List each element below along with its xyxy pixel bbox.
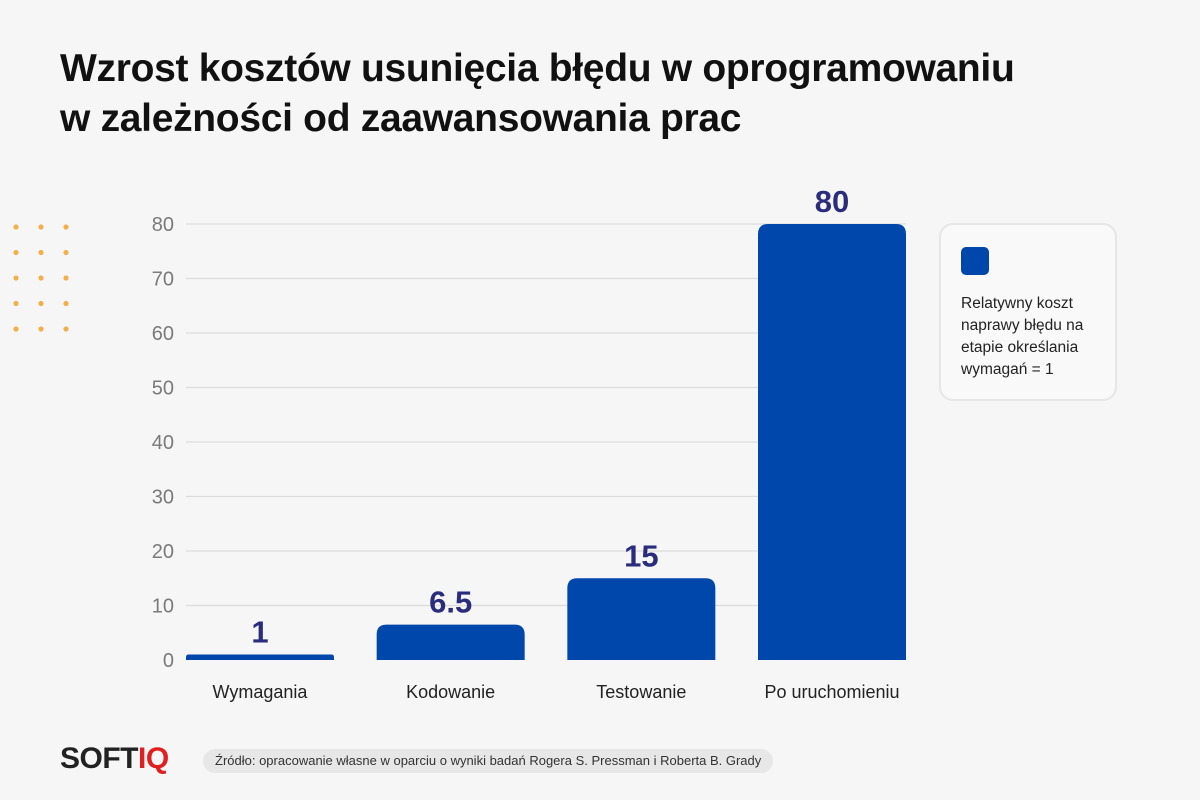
data-label: 80 (815, 184, 849, 219)
y-tick-label: 0 (163, 650, 174, 672)
decorative-dot (13, 300, 19, 307)
x-tick-label: Testowanie (596, 682, 686, 702)
logo-part-soft: SOFT (60, 742, 139, 775)
y-axis-ticks: 0 10 20 30 40 50 60 70 80 (152, 214, 174, 672)
decorative-dot (13, 249, 19, 256)
decorative-dot (63, 249, 69, 256)
x-tick-label: Wymagania (213, 682, 309, 702)
decorative-dot (13, 224, 19, 230)
legend-text: Relatywny koszt naprawy błędu na etapie … (961, 295, 1084, 378)
data-label: 1 (251, 615, 268, 650)
x-tick-label: Kodowanie (406, 682, 495, 702)
source-note: Źródło: opracowanie własne w oparciu o w… (203, 749, 774, 773)
decorative-dot (38, 275, 44, 281)
softiq-logo: SOFTIQ (60, 742, 169, 776)
legend-swatch (961, 247, 989, 275)
title-line-2: w zależności od zaawansowania prac (60, 97, 742, 140)
decorative-dot (63, 224, 69, 230)
decorative-dot (38, 249, 44, 256)
logo-part-iq: IQ (138, 742, 169, 775)
y-tick-label: 50 (152, 378, 174, 400)
bars (186, 224, 906, 660)
data-label: 15 (624, 538, 658, 573)
decorative-dot (63, 326, 69, 332)
decorative-dots (13, 224, 69, 332)
data-labels: 1 6.5 15 80 (251, 184, 849, 650)
chart-title: Wzrost kosztów usunięcia błędu w oprogra… (60, 44, 1140, 144)
x-tick-label: Po uruchomieniu (764, 682, 899, 702)
decorative-dot (13, 275, 19, 281)
bar-po-uruchomieniu (758, 224, 906, 660)
x-axis-labels: Wymagania Kodowanie Testowanie Po uruchomie… (213, 682, 900, 702)
title-line-1: Wzrost kosztów usunięcia błędu w oprogra… (60, 47, 1015, 90)
y-tick-label: 40 (152, 432, 174, 454)
decorative-dot (38, 224, 44, 230)
decorative-dot (38, 326, 44, 332)
decorative-dot (63, 300, 69, 307)
legend: Relatywny koszt naprawy błędu na etapie … (939, 223, 1117, 401)
decorative-dot (13, 326, 19, 332)
data-label: 6.5 (429, 585, 472, 620)
y-tick-label: 70 (152, 269, 174, 291)
y-tick-label: 80 (152, 214, 174, 236)
decorative-dot (38, 300, 44, 307)
y-tick-label: 10 (152, 596, 174, 618)
bar-kodowanie (376, 624, 525, 660)
decorative-dot (63, 275, 69, 281)
y-tick-label: 30 (152, 487, 174, 509)
y-tick-label: 20 (152, 541, 174, 563)
y-tick-label: 60 (152, 323, 174, 345)
bar-wymagania (186, 654, 334, 660)
bar-testowanie (567, 578, 716, 660)
